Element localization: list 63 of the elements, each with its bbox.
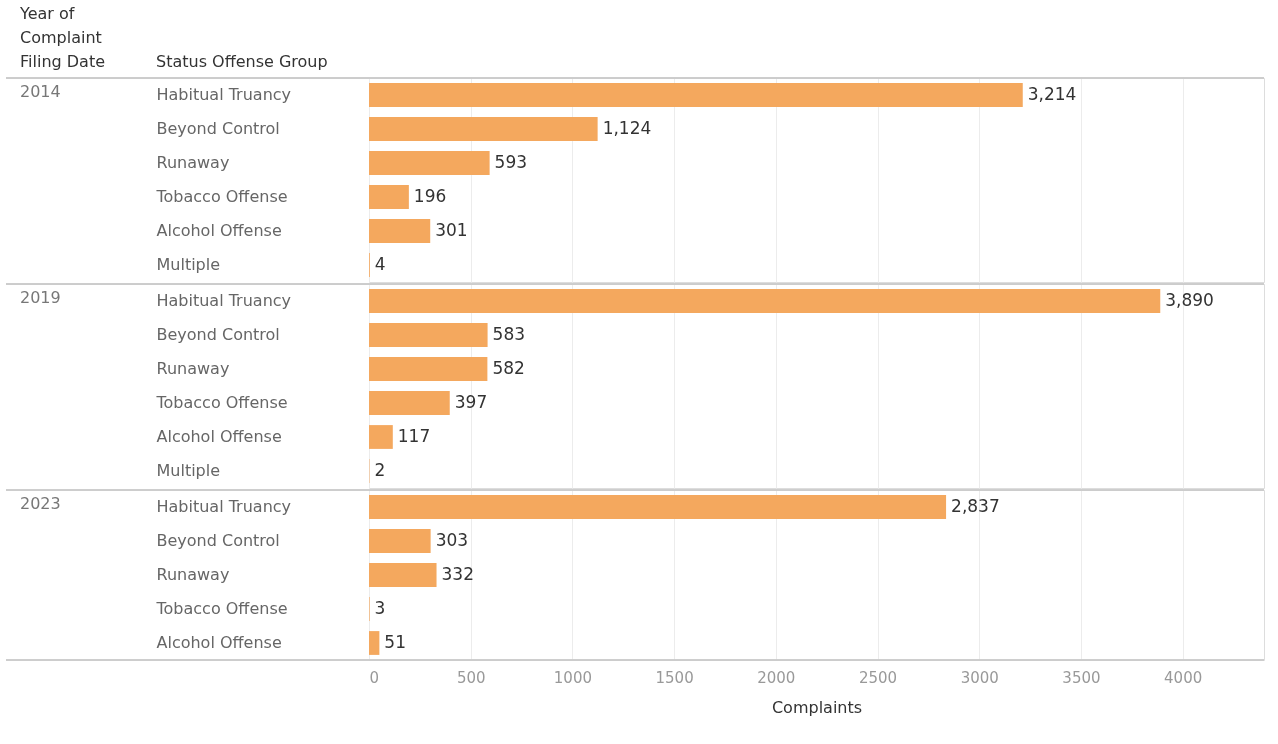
bar	[369, 323, 488, 347]
data-label: 583	[492, 324, 526, 344]
y-tick-label: Habitual Truancy	[156, 291, 292, 310]
data-label: 196	[413, 186, 447, 206]
y-tick-label: Runaway	[156, 359, 230, 378]
y-tick-label: Habitual Truancy	[156, 85, 292, 104]
x-tick-label: 1000	[553, 668, 592, 687]
bar	[369, 151, 490, 175]
y-tick-label: Alcohol Offense	[156, 633, 282, 652]
y-tick-label: Runaway	[156, 153, 230, 172]
bar	[369, 631, 380, 655]
y-tick-label: Multiple	[156, 255, 221, 274]
x-axis-title: Complaints	[771, 697, 863, 717]
y-tick-label: Beyond Control	[156, 325, 280, 344]
bar	[369, 117, 598, 141]
x-tick-label: 1500	[655, 668, 694, 687]
data-label: 301	[435, 220, 468, 240]
data-label: 397	[454, 392, 488, 412]
y-tick-label: Runaway	[156, 565, 230, 584]
bar	[369, 219, 431, 243]
text: Year of Complaint Filing Date	[19, 4, 105, 71]
data-label: 3,890	[1165, 290, 1214, 310]
bar	[369, 529, 431, 553]
data-label: 332	[441, 564, 474, 584]
bar	[369, 495, 947, 519]
data-label: 303	[435, 530, 469, 550]
data-label: 582	[492, 358, 525, 378]
y-tick-label: Alcohol Offense	[156, 427, 282, 446]
text: 2023	[20, 494, 61, 513]
data-label: 2	[374, 460, 386, 480]
x-tick-label: 4000	[1164, 668, 1203, 687]
bar	[369, 289, 1161, 313]
y-tick-label: Tobacco Offense	[155, 599, 288, 618]
text: 2019	[20, 288, 61, 307]
bar	[369, 425, 393, 449]
data-label: 593	[494, 152, 528, 172]
data-label: 4	[374, 254, 386, 274]
bar	[369, 391, 450, 415]
data-label: 117	[397, 426, 431, 446]
data-label: 51	[384, 632, 407, 652]
y-tick-label: Beyond Control	[156, 531, 280, 550]
x-tick-label: 0	[369, 668, 380, 687]
x-tick-label: 2500	[858, 668, 898, 687]
x-tick-label: 3500	[1062, 668, 1101, 687]
bar	[369, 563, 437, 587]
data-label: 1,124	[602, 118, 652, 138]
y-axis-title: Status Offense Group	[156, 52, 328, 71]
bar	[369, 357, 488, 381]
y-tick-label: Habitual Truancy	[156, 497, 292, 516]
text: 2014	[20, 82, 61, 101]
y-tick-label: Tobacco Offense	[155, 187, 288, 206]
x-tick-label: 3000	[960, 668, 999, 687]
bar	[369, 83, 1023, 107]
y-tick-label: Tobacco Offense	[155, 393, 288, 412]
x-tick-label: 2000	[757, 668, 796, 687]
y-tick-label: Alcohol Offense	[156, 221, 282, 240]
data-label: 3,214	[1027, 84, 1077, 104]
y-tick-label: Beyond Control	[156, 119, 280, 138]
data-label: 2,837	[951, 496, 1000, 516]
bar	[369, 185, 409, 209]
y-tick-label: Multiple	[156, 461, 221, 480]
data-label: 3	[374, 598, 386, 618]
x-tick-label: 500	[456, 668, 486, 687]
